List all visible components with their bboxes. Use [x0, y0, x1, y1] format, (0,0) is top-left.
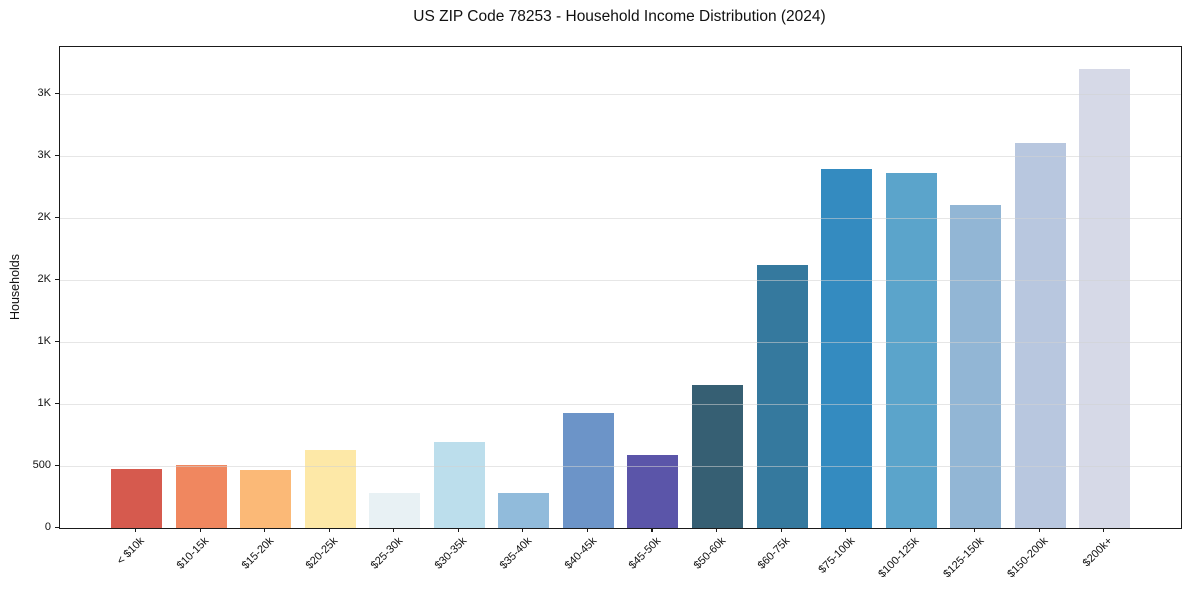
y-tick-label: 0	[44, 521, 51, 533]
y-tick-mark	[55, 216, 59, 218]
x-tick-mark	[135, 528, 137, 532]
gridline	[60, 341, 1181, 343]
x-tick-label: $125-150k	[940, 535, 987, 581]
y-tick-mark	[55, 278, 59, 280]
bar-20-25k	[304, 449, 356, 528]
y-axis-label: Households	[8, 254, 22, 321]
y-tick-mark	[55, 154, 59, 156]
x-tick-label: $60-75k	[755, 535, 793, 572]
bar-150-200k	[1014, 143, 1066, 528]
x-tick-label: $75-100k	[816, 535, 858, 576]
gridline	[60, 93, 1181, 95]
gridline	[60, 279, 1181, 281]
x-tick-mark	[328, 528, 330, 532]
x-tick-label: $40-45k	[562, 535, 599, 572]
plot-area	[59, 46, 1182, 529]
y-tick-label: 2K	[37, 273, 51, 286]
bar-50-60k	[691, 384, 743, 528]
x-tick-mark	[780, 528, 782, 532]
x-tick-label: $45-50k	[626, 535, 664, 572]
y-tick-mark	[55, 402, 59, 404]
bar-200k	[1079, 68, 1131, 528]
x-tick-label: $25-30k	[368, 535, 406, 572]
bar-40-45k	[562, 413, 614, 528]
x-tick-label: $100-125k	[876, 535, 922, 581]
x-tick-label: $30-35k	[433, 535, 470, 572]
x-tick-label: $15-20k	[239, 535, 277, 572]
y-tick-label: 1K	[37, 335, 51, 348]
gridline	[60, 155, 1181, 157]
bar-30-35k	[433, 442, 485, 528]
x-tick-mark	[1038, 528, 1040, 532]
x-tick-label: $35-40k	[497, 535, 535, 572]
x-tick-mark	[845, 528, 847, 532]
y-tick-label: 1K	[37, 397, 51, 410]
x-tick-mark	[457, 528, 459, 532]
bar-35-40k	[498, 492, 550, 528]
x-tick-label: $200k+	[1081, 535, 1116, 570]
gridline	[60, 217, 1181, 219]
gridline	[60, 465, 1181, 467]
y-tick-label: 500	[32, 459, 51, 471]
x-tick-label: $20-25k	[304, 535, 341, 572]
x-tick-mark	[199, 528, 201, 532]
x-tick-label: $150-200k	[1005, 535, 1051, 581]
bar-45-50k	[627, 455, 679, 528]
gridline	[60, 403, 1181, 405]
x-tick-mark	[393, 528, 395, 532]
bar-15-20k	[240, 469, 292, 528]
y-tick-mark	[55, 340, 59, 342]
x-tick-mark	[522, 528, 524, 532]
bar-10k	[111, 469, 162, 528]
bar-25-30k	[369, 492, 421, 528]
x-tick-label: $10-15k	[174, 535, 212, 572]
x-tick-mark	[974, 528, 976, 532]
bar-60-75k	[756, 265, 808, 528]
y-tick-label: 3K	[37, 149, 51, 162]
y-tick-mark	[55, 92, 59, 94]
chart-title: US ZIP Code 78253 - Household Income Dis…	[413, 8, 826, 25]
x-tick-mark	[586, 528, 589, 532]
bar-125-150k	[950, 205, 1002, 528]
x-tick-mark	[909, 528, 911, 532]
x-tick-mark	[1103, 528, 1105, 532]
x-tick-label: $50-60k	[691, 535, 728, 572]
bar-100-125k	[885, 173, 937, 528]
bar-75-100k	[821, 168, 873, 528]
x-tick-mark	[651, 528, 653, 532]
x-tick-mark	[715, 528, 718, 532]
y-tick-mark	[55, 464, 59, 466]
y-tick-label: 3K	[37, 87, 51, 100]
bar-10-15k	[175, 464, 227, 528]
y-tick-mark	[55, 526, 59, 528]
y-tick-label: 2K	[37, 211, 51, 224]
x-tick-label: < $10k	[114, 535, 147, 568]
x-tick-mark	[264, 528, 266, 532]
